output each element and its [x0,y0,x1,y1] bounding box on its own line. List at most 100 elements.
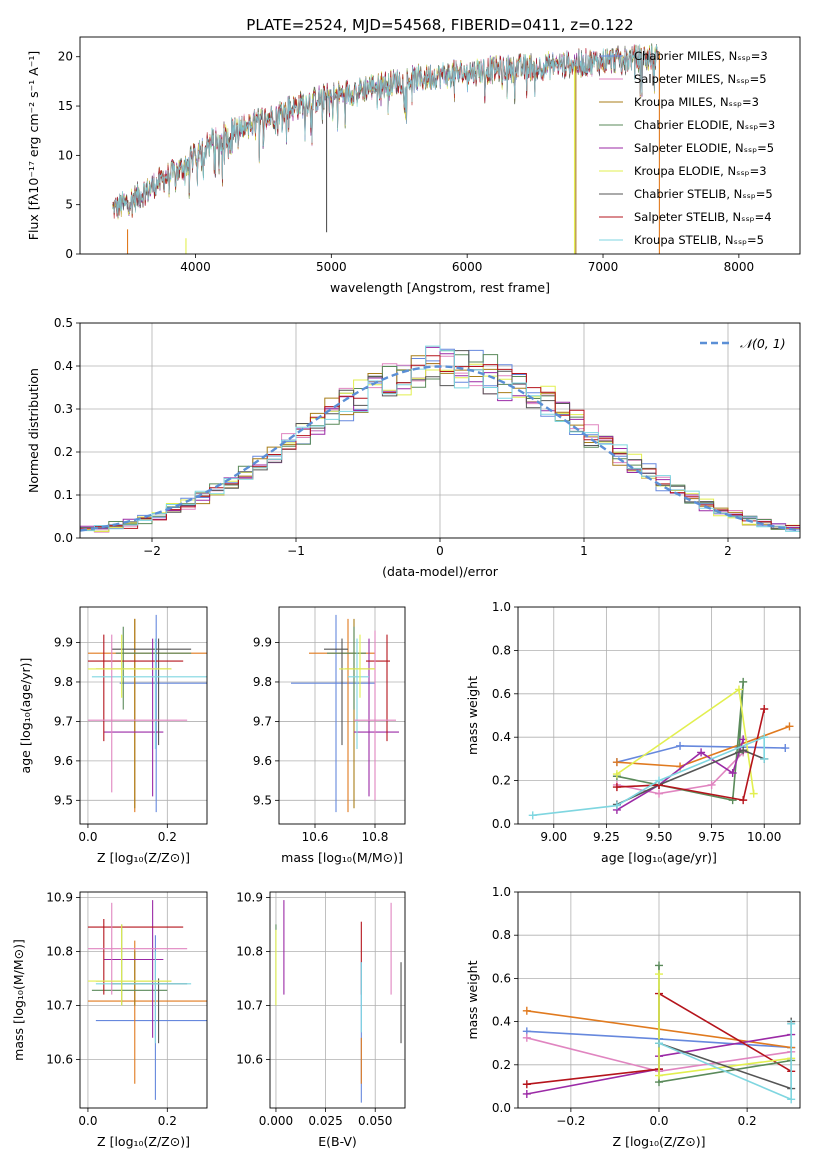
y-tick-label: 0.6 [492,971,511,985]
y-tick-label: 9.8 [253,675,272,689]
legend-label: 𝒩(0, 1) [740,336,786,351]
weight-marker [612,783,621,792]
x-tick-label: 0.0 [649,1114,668,1128]
weight-marker [522,1006,531,1015]
y-tick-label: 0.2 [492,1058,511,1072]
y-tick-label: 10.9 [46,890,73,904]
y-tick-label: 10.7 [236,998,263,1012]
x-tick-label: 0.2 [158,1114,177,1128]
weight-marker [612,758,621,767]
plot-area [518,607,800,824]
y-tick-label: 10.6 [236,1052,263,1066]
weight-marker [676,741,685,750]
y-axis-label: Normed distribution [26,368,41,493]
x-tick-label: 10.6 [302,830,329,844]
x-tick-label: 0.000 [259,1114,293,1128]
y-tick-label: 10.8 [46,944,73,958]
weight-marker [787,1095,796,1104]
residuals-panel: −2 −1 0 1 2 0.0 0.1 0.2 0.3 0.4 0.5 (data-model)/er… [26,316,801,579]
x-tick-label: −0.2 [556,1114,585,1128]
weight-marker [739,746,748,755]
weight-line [616,708,765,802]
legend-label: Kroupa ELODIE, Nₛₛₚ=3 [634,164,767,178]
plot-area [270,892,405,1108]
x-tick-label: 9.50 [646,830,673,844]
x-tick-label: −1 [287,544,305,558]
plot-area [112,43,660,254]
x-axis-label: Z [log₁₀(Z/Z⊙)] [97,1134,190,1149]
axes-frame [79,606,208,825]
y-axis-label: Flux [fλ10⁻¹⁷ erg cm⁻² s⁻¹ A⁻¹] [26,51,41,240]
plot-area [518,892,800,1108]
plot-area [80,892,207,1108]
plot-area [80,323,800,538]
y-tick-label: 15 [58,99,73,113]
y-tick-label: 10.6 [46,1052,73,1066]
y-tick-label: 0.0 [492,1101,511,1115]
y-tick-label: 0.8 [492,928,511,942]
x-tick-label: 4000 [180,260,211,274]
ebv-mass-panel: 0.000 0.025 0.050 10.6 10.7 10.8 10.9 E(B-V) [236,890,406,1149]
weight-marker [655,776,663,785]
histogram-step [80,355,800,530]
weight-marker [739,677,748,686]
axes-frame [278,606,406,825]
weight-marker [522,1089,531,1098]
plot-area [80,607,207,824]
x-axis-label: E(B-V) [318,1134,357,1149]
weight-marker [522,1080,531,1089]
histogram-step [80,345,800,532]
y-tick-label: 1.0 [492,885,511,899]
y-tick-label: 0 [65,247,73,261]
age-weight-panel: 9.00 9.25 9.50 9.75 10.00 0.0 0.2 0.4 0.6 0.8 1.0 a… [465,600,801,865]
y-tick-label: 9.6 [54,754,73,768]
y-tick-label: 9.7 [253,714,272,728]
weight-marker [787,1019,796,1028]
plot-area [279,607,405,824]
x-tick-label: 5000 [316,260,347,274]
y-tick-label: 0.2 [492,774,511,788]
axes-frame [79,891,208,1109]
y-tick-label: 10.9 [236,890,263,904]
x-tick-label: 10.8 [362,830,389,844]
axes-frame [517,606,801,825]
weight-marker [734,685,743,694]
weight-marker [655,1071,663,1080]
y-axis-label: mass weight [465,676,480,755]
y-axis-label: age [log₁₀(age/yr)] [18,658,33,774]
x-tick-label: 0.050 [358,1114,392,1128]
axes-frame [269,891,406,1109]
y-tick-label: 9.5 [253,793,272,807]
y-tick-label: 0.4 [492,730,511,744]
z-mass-panel: 0.0 0.2 10.6 10.7 10.8 10.9 Z [log₁₀(Z/Z⊙)] mas… [11,890,208,1149]
weight-marker [612,801,621,810]
x-axis-label: Z [log₁₀(Z/Z⊙)] [97,850,190,865]
legend-label: Kroupa MILES, Nₛₛₚ=3 [634,95,759,109]
x-axis-label: Z [log₁₀(Z/Z⊙)] [613,1134,706,1149]
x-tick-label: −2 [143,544,161,558]
mass-age-panel: 10.6 10.8 9.5 9.6 9.7 9.8 9.9 mass [log₁₀(M/M⊙)… [253,606,406,865]
weight-marker [760,704,769,713]
y-tick-label: 0.5 [54,316,73,330]
weight-marker [655,970,663,979]
spectrum-line [112,44,658,217]
weight-marker [697,748,706,757]
y-tick-label: 9.6 [253,754,272,768]
y-tick-label: 9.7 [54,714,73,728]
x-tick-label: 0.0 [78,830,97,844]
x-tick-label: 0.2 [158,830,177,844]
x-axis-label: wavelength [Angstrom, rest frame] [330,280,550,295]
weight-marker [728,769,737,778]
weight-marker [655,789,663,798]
x-tick-label: 10.00 [747,830,781,844]
legend-label: Chabrier MILES, Nₛₛₚ=3 [634,49,768,63]
y-tick-label: 0.0 [492,817,511,831]
y-tick-label: 5 [65,198,73,212]
legend-label: Salpeter STELIB, Nₛₛₚ=4 [634,210,772,224]
weight-line [616,688,755,794]
weight-marker [760,733,769,742]
weight-marker [785,722,794,731]
legend-label: Chabrier ELODIE, Nₛₛₚ=3 [634,118,775,132]
x-axis-label: (data-model)/error [382,564,499,579]
